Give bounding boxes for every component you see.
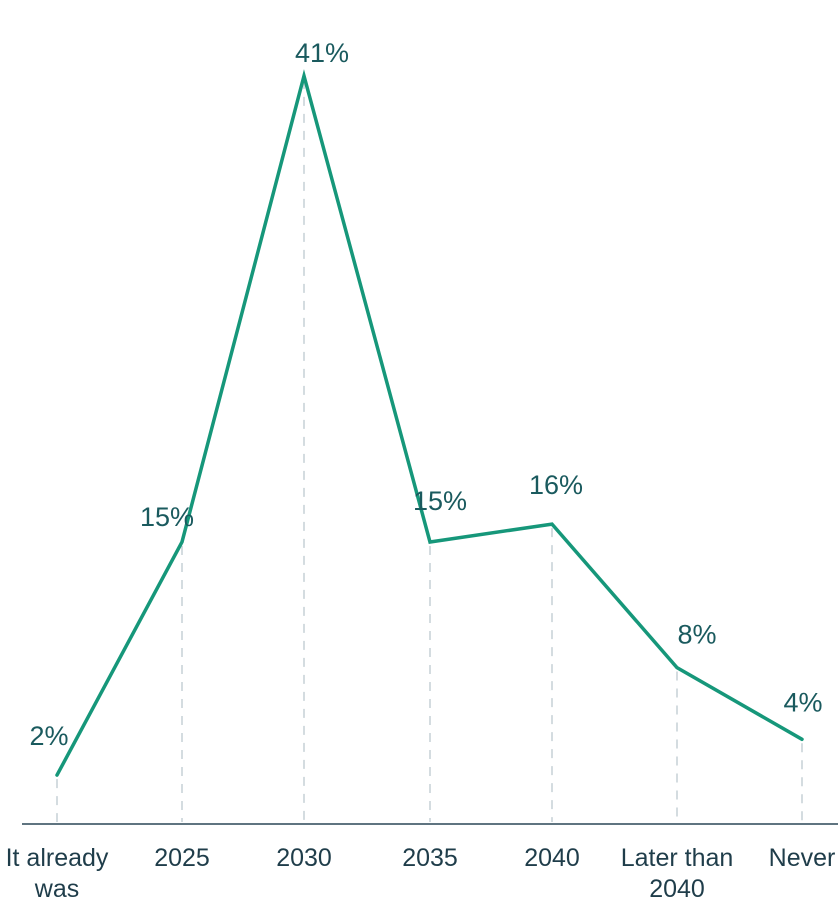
x-axis-tick-labels: It already was 2025 2030 2035 2040 Later than 2… bbox=[6, 844, 836, 903]
data-label: 4% bbox=[783, 687, 822, 717]
x-tick-label: 2040 bbox=[524, 844, 580, 872]
data-label: 16% bbox=[529, 470, 583, 500]
data-label: 15% bbox=[413, 486, 467, 516]
x-tick-label: Never bbox=[769, 844, 836, 872]
x-tick-label: 2025 bbox=[154, 844, 210, 872]
data-labels: 2% 15% 41% 15% 16% 8% 4% bbox=[29, 38, 822, 751]
x-tick-label: 2030 bbox=[276, 844, 332, 872]
data-label: 8% bbox=[677, 620, 716, 650]
series-line bbox=[55, 69, 804, 777]
data-label: 15% bbox=[140, 502, 194, 532]
data-label: 41% bbox=[295, 38, 349, 68]
guide-lines bbox=[56, 79, 803, 822]
data-label: 2% bbox=[29, 721, 68, 751]
x-tick-label: It already was bbox=[6, 844, 109, 903]
x-tick-label: Later than 2040 bbox=[621, 844, 734, 903]
x-tick-label: 2035 bbox=[402, 844, 458, 872]
